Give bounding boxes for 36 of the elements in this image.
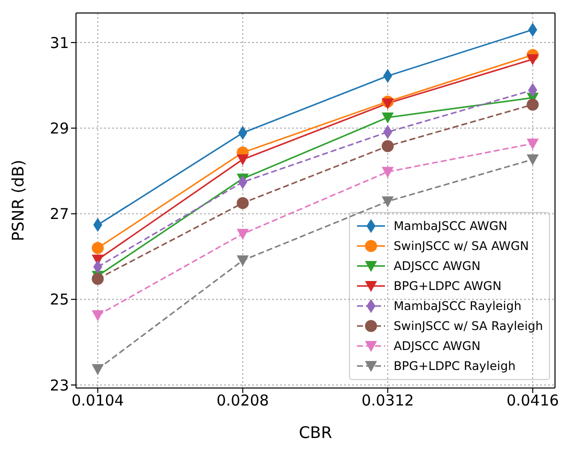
point: [382, 140, 394, 152]
x-axis-title: CBR: [298, 423, 332, 442]
x-tick-label: 0.0312: [361, 392, 414, 410]
legend-label: BPG+LDPC AWGN: [394, 279, 502, 293]
point: [382, 196, 394, 208]
point: [382, 112, 394, 124]
x-tick-label: 0.0104: [71, 392, 124, 410]
x-tick-label: 0.0416: [506, 392, 559, 410]
point: [236, 228, 249, 240]
legend-label: BPG+LDPC Rayleigh: [394, 359, 516, 373]
legend-label: MambaJSCC Rayleigh: [394, 299, 522, 313]
legend-label: ADJSCC AWGN: [394, 339, 480, 353]
point: [526, 154, 539, 166]
y-tick-label: 23: [50, 376, 69, 394]
point: [92, 242, 104, 254]
point: [236, 255, 249, 266]
x-tick-label: 0.0208: [216, 392, 269, 410]
point: [382, 98, 394, 110]
y-tick-label: 31: [50, 34, 69, 52]
point: [92, 272, 104, 285]
legend-label: SwinJSCC w/ SA Rayleigh: [394, 319, 543, 333]
point: [526, 98, 539, 111]
point: [236, 197, 249, 210]
y-tick-label: 29: [50, 119, 69, 138]
point: [92, 364, 104, 376]
legend-label: MambaJSCC AWGN: [394, 219, 508, 233]
point: [526, 54, 539, 66]
legend-label: SwinJSCC w/ SA AWGN: [394, 239, 529, 253]
y-tick-label: 27: [50, 205, 69, 224]
point: [526, 138, 539, 150]
y-axis-title: PSNR (dB): [8, 160, 28, 242]
legend-label: ADJSCC AWGN: [394, 259, 480, 273]
y-tick-label: 25: [50, 290, 69, 309]
point: [382, 166, 394, 178]
point: [92, 310, 104, 322]
point: [236, 154, 249, 166]
